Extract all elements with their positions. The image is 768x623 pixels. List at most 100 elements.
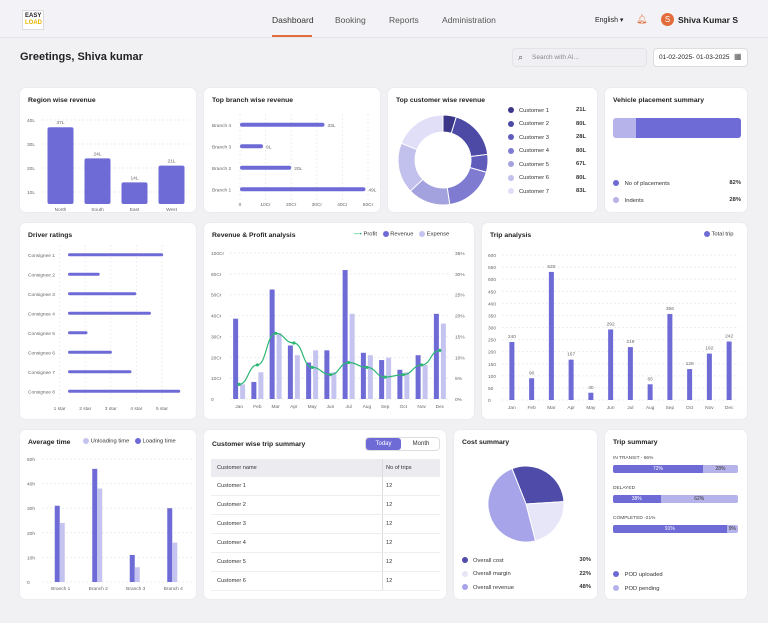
y-left-tick-label: 10Cr	[211, 376, 222, 382]
customer-trip-table: Customer name No of trips Customer 1 12 Cu…	[211, 459, 440, 591]
legend-dot	[508, 107, 514, 113]
y-tick-label: 350	[488, 313, 496, 319]
legend-label: Overall margin	[473, 571, 511, 578]
x-tick-label: Aug	[363, 404, 372, 410]
data-label: 356	[666, 306, 674, 312]
language-selector[interactable]: English ▾	[595, 16, 623, 24]
y-tick-label: Branch 2	[212, 166, 232, 172]
unloading-bar	[59, 522, 65, 582]
period-toggle: Today Month	[365, 437, 440, 451]
legend-dot	[83, 438, 89, 444]
x-tick-label: 30Cr	[312, 202, 323, 208]
bar	[588, 392, 594, 400]
expense-bar	[294, 355, 300, 399]
bar	[706, 353, 712, 400]
column-divider	[382, 515, 383, 533]
avatar[interactable]: S	[661, 13, 674, 26]
x-tick-label: Sep	[666, 405, 675, 411]
pie-slice	[511, 465, 565, 505]
tab-month[interactable]: Month	[412, 441, 430, 447]
table-row: Customer 4 12	[211, 534, 440, 553]
notification-bell-icon[interactable]: 🔔︎	[636, 14, 648, 24]
ai-search-field[interactable]: ⌕ Search with AI...	[512, 48, 647, 67]
company-logo[interactable]: EASY LOAD	[22, 10, 44, 30]
legend-label: Customer 5	[519, 161, 549, 168]
y-tick-label: 300	[488, 326, 496, 332]
x-tick-label: South	[91, 207, 104, 213]
header-customer-name: Customer name	[217, 465, 257, 471]
y-right-tick-label: 25%	[455, 293, 465, 299]
card-title: Top branch wise revenue	[212, 97, 294, 104]
y-tick-label: Consignee 4	[28, 311, 55, 317]
nav-booking[interactable]: Booking	[335, 15, 366, 25]
bar	[608, 329, 614, 400]
legend-dot	[462, 584, 468, 590]
revenue-bar	[342, 270, 348, 399]
driver-ratings-chart: 1 star 2 star 3 star 4 star 5 star Consignee …	[28, 245, 181, 412]
bar	[240, 165, 292, 170]
card-title: Average time	[28, 439, 71, 446]
legend-dot	[508, 188, 514, 194]
column-divider	[382, 572, 383, 590]
data-label: 192	[705, 346, 713, 352]
nav-administration[interactable]: Administration	[442, 15, 496, 25]
pod-pending-bar: 28%	[703, 465, 738, 473]
legend-label: Overall cost	[473, 557, 504, 564]
legend-value: 28%	[729, 197, 741, 203]
cell-no-of-trips: 12	[386, 559, 393, 565]
bar	[548, 271, 554, 400]
y-tick-label: Consignee 5	[28, 331, 55, 337]
column-divider	[382, 496, 383, 514]
region-revenue-chart: 10L 20L 30L 40L 37L North 24L South 14L East 21L We…	[27, 118, 190, 213]
y-tick-label: 0	[488, 398, 491, 404]
profit-point	[401, 373, 405, 377]
expense-bar	[276, 333, 282, 399]
legend-pod-pending: POD pending	[613, 585, 659, 592]
x-tick-label: Branch 1	[51, 586, 71, 592]
legend-value: 80L	[576, 147, 586, 154]
y-tick-label: 250	[488, 338, 496, 344]
cell-customer-name: Customer 1	[217, 483, 246, 489]
x-tick-label: Jul	[346, 404, 352, 410]
y-left-tick-label: 30Cr	[211, 334, 222, 340]
profit-point	[438, 348, 442, 352]
y-right-tick-label: 0%	[455, 397, 463, 403]
profit-point	[420, 363, 424, 367]
tab-today[interactable]: Today	[366, 438, 401, 450]
legend-label: Customer 7	[519, 188, 549, 195]
x-tick-label: Apr	[567, 405, 575, 411]
loading-bar	[129, 554, 135, 582]
date-range-picker[interactable]: 01-02-2025- 01-03-2025 ▦	[653, 48, 748, 67]
x-tick-label: 5 star	[156, 406, 168, 412]
cell-no-of-trips: 12	[386, 540, 393, 546]
loading-bar	[167, 508, 173, 582]
legend-label: No of placements	[624, 180, 670, 187]
y-left-tick-label: 60Cr	[211, 272, 222, 278]
user-name[interactable]: Shiva Kumar S	[678, 15, 738, 25]
x-tick-label: 50Cr	[363, 202, 374, 208]
average-time-chart: 0 10h 20h 30h 40h 50h Branch 1 Branch 2 Branch 3…	[27, 457, 192, 592]
page-greeting: Greetings, Shiva kumar	[20, 51, 143, 63]
legend-dot	[613, 180, 619, 186]
bar	[158, 165, 185, 204]
trip-status-label: IN TRANSIT - 66%	[613, 456, 654, 461]
expense-bar	[422, 364, 428, 399]
card-title: Top customer wise revenue	[396, 97, 486, 104]
nav-reports[interactable]: Reports	[389, 15, 419, 25]
pod-pending-bar: 62%	[660, 495, 738, 503]
trip-analysis-chart: 0 50 100 150 200 250 300 350 400 450 500 550 600 240 J…	[488, 253, 739, 411]
trip-status-label: COMPLETED -21%	[613, 516, 656, 521]
nav-dashboard[interactable]: Dashboard	[272, 15, 314, 25]
unloading-bar	[97, 488, 103, 582]
legend-placements: No of placements 82%	[613, 180, 741, 187]
pod-uploaded-bar: 91%	[613, 525, 727, 533]
data-label: 9L	[266, 144, 272, 150]
legend-value: 48%	[579, 584, 591, 590]
legend-value: 22%	[579, 570, 591, 577]
x-tick-label: North	[55, 207, 67, 213]
data-label: 240	[508, 334, 516, 340]
logo-text-line2: LOAD	[25, 20, 42, 26]
x-tick-label: Jun	[607, 405, 615, 411]
legend-label: Customer 1	[519, 107, 549, 114]
y-right-tick-label: 20%	[455, 314, 465, 320]
